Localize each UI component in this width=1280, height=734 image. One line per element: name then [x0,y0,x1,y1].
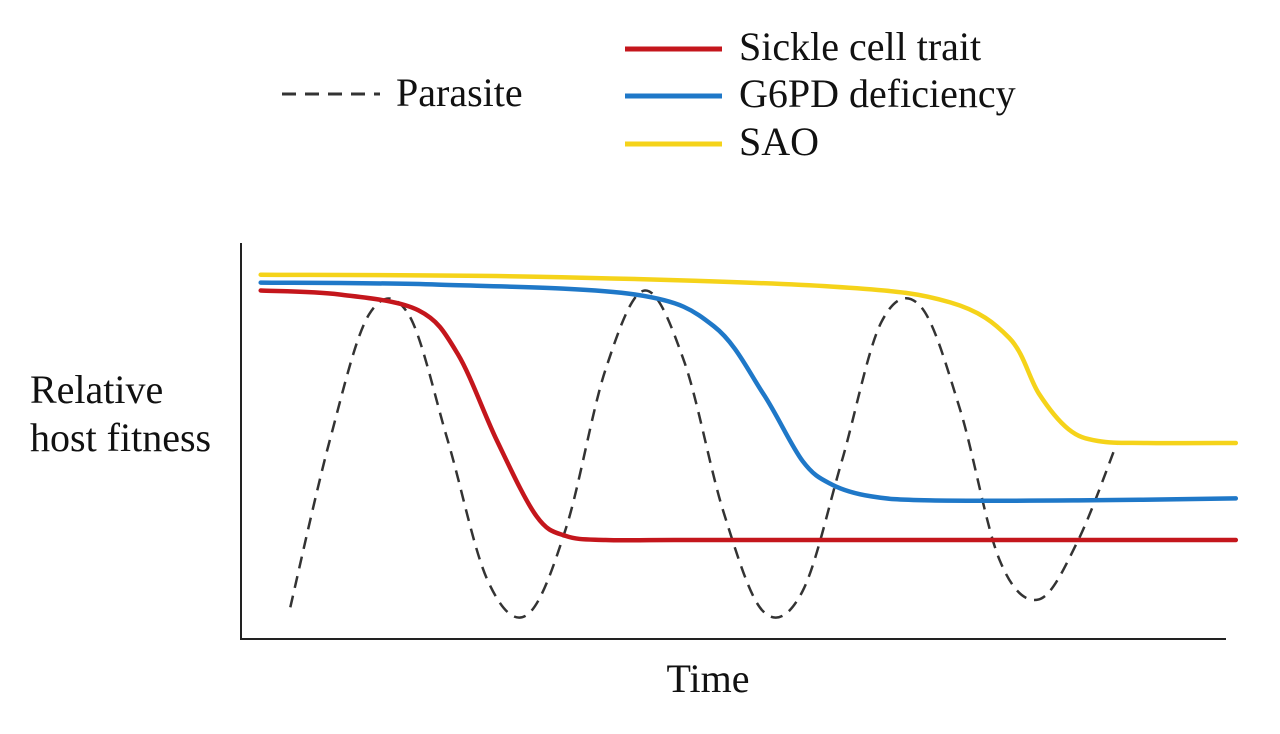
series-line-g6pd [261,283,1236,501]
legend-label-parasite: Parasite [396,70,523,115]
legend-label-sickle: Sickle cell trait [739,24,981,69]
y-axis-label-line-1: Relative [30,367,163,412]
plot-area [261,275,1236,618]
series-line-sickle [261,291,1236,541]
legend-label-g6pd: G6PD deficiency [739,71,1016,116]
series-line-sao [261,275,1236,443]
legend-label-sao: SAO [739,119,819,164]
y-axis-label-line-2: host fitness [30,415,211,460]
x-axis-label: Time [666,656,749,701]
chart-canvas: Parasite Sickle cell trait G6PD deficien… [0,0,1280,734]
series-line-parasite [290,290,1117,617]
legend: Parasite Sickle cell trait G6PD deficien… [282,24,1016,164]
